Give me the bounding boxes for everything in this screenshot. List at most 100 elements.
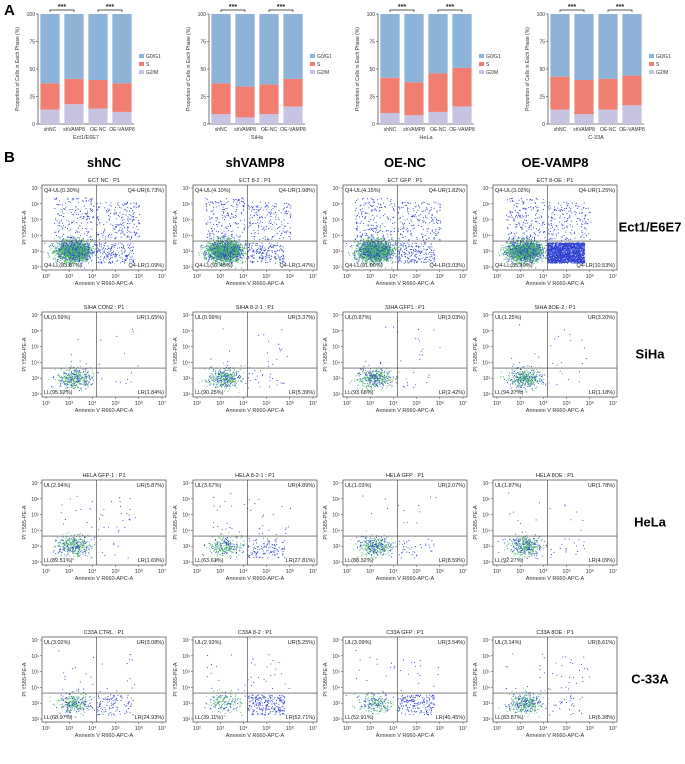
scatter-point bbox=[108, 233, 111, 235]
scatter-point bbox=[113, 243, 115, 245]
scatter-point bbox=[128, 231, 130, 233]
scatter-point bbox=[111, 245, 113, 247]
scatter-point bbox=[219, 256, 221, 258]
scatter-point bbox=[131, 220, 133, 222]
scatter-point bbox=[235, 267, 237, 269]
scatter-point bbox=[213, 253, 215, 255]
scatter-point bbox=[265, 253, 268, 255]
scatter-point bbox=[58, 222, 60, 224]
bar-segment-s bbox=[380, 77, 400, 113]
scatter-point bbox=[221, 247, 223, 249]
bar-segment-g0g1 bbox=[40, 14, 60, 84]
scatter-point bbox=[70, 247, 72, 249]
bar-segment-g2m bbox=[283, 106, 303, 124]
scatter-point bbox=[103, 250, 105, 252]
scatter-point bbox=[110, 250, 112, 252]
scatter-point bbox=[207, 241, 209, 243]
scatter-point bbox=[117, 230, 119, 232]
scatter-point bbox=[121, 228, 123, 230]
scatter-point bbox=[86, 243, 88, 245]
scatter-point bbox=[207, 253, 209, 256]
scatter-point bbox=[80, 262, 82, 264]
scatter-point bbox=[224, 242, 226, 244]
scatter-point bbox=[120, 232, 122, 234]
bar-segment-s bbox=[428, 73, 448, 112]
x-tick-label: OE-NC bbox=[261, 127, 278, 133]
scatter-point bbox=[227, 251, 229, 253]
scatter-point bbox=[126, 237, 128, 239]
scatter-point bbox=[73, 254, 75, 256]
scatter-point bbox=[266, 262, 268, 264]
scatter-point bbox=[231, 241, 233, 243]
scatter-point bbox=[119, 242, 121, 244]
scatter-point bbox=[242, 261, 244, 263]
x-tick-label: OE-NC bbox=[90, 127, 107, 133]
scatter-point bbox=[82, 217, 84, 219]
scatter-point bbox=[233, 253, 235, 255]
y-tick-label: 75 bbox=[200, 40, 206, 46]
scatter-point bbox=[68, 248, 70, 250]
scatter-point bbox=[79, 243, 81, 245]
scatter-point bbox=[85, 255, 87, 257]
scatter-point bbox=[219, 245, 222, 247]
scatter-point bbox=[58, 241, 60, 243]
scatter-point bbox=[123, 251, 126, 253]
scatter-point bbox=[242, 253, 244, 255]
scatter-point bbox=[70, 241, 72, 243]
scatter-point bbox=[116, 232, 118, 234]
scatter-point bbox=[54, 250, 56, 252]
scatter-point bbox=[227, 258, 229, 260]
bar-segment-s bbox=[64, 78, 84, 105]
scatter-point bbox=[260, 248, 262, 250]
scatter-point bbox=[75, 230, 77, 232]
legend-swatch-1 bbox=[479, 62, 484, 66]
scatter-point bbox=[206, 248, 208, 250]
scatter-point bbox=[58, 214, 61, 216]
scatter-point bbox=[69, 234, 71, 236]
scatter-point bbox=[133, 202, 135, 204]
scatter-point bbox=[280, 245, 282, 247]
scatter-point bbox=[75, 260, 78, 263]
scatter-point bbox=[241, 245, 244, 247]
scatter-point bbox=[88, 253, 90, 255]
scatter-point bbox=[137, 236, 139, 238]
scatter-point bbox=[109, 254, 111, 256]
scatter-point bbox=[86, 247, 88, 249]
scatter-point bbox=[115, 218, 117, 220]
scatter-point bbox=[225, 249, 227, 251]
scatter-point bbox=[115, 256, 117, 258]
scatter-point bbox=[240, 249, 242, 251]
scatter-point bbox=[118, 205, 120, 207]
scatter-point bbox=[100, 249, 102, 251]
bar-segment-g0g1 bbox=[404, 14, 424, 83]
scatter-point bbox=[75, 210, 77, 212]
scatter-point bbox=[115, 224, 117, 226]
scatter-point bbox=[49, 244, 52, 247]
bar-segment-g2m bbox=[622, 105, 642, 124]
scatter-point bbox=[234, 259, 236, 261]
scatter-point bbox=[85, 252, 87, 255]
scatter-point bbox=[57, 225, 59, 227]
scatter-point bbox=[212, 243, 214, 245]
scatter-point bbox=[53, 257, 55, 259]
scatter-point bbox=[92, 217, 94, 219]
scatter-point bbox=[137, 229, 139, 231]
scatter-point bbox=[87, 242, 89, 244]
scatter-point bbox=[233, 248, 235, 250]
scatter-point bbox=[56, 203, 58, 205]
legend-label: G0/G1 bbox=[317, 54, 332, 60]
bar-segment-s bbox=[598, 78, 618, 110]
scatter-point bbox=[59, 257, 61, 259]
scatter-point bbox=[80, 260, 83, 262]
scatter-point bbox=[101, 262, 103, 264]
scatter-point bbox=[206, 257, 208, 259]
scatter-point bbox=[281, 249, 283, 251]
scatter-point bbox=[73, 198, 75, 200]
scatter-point bbox=[253, 261, 255, 263]
scatter-point bbox=[65, 242, 67, 244]
scatter-point bbox=[65, 245, 68, 248]
scatter-point bbox=[62, 246, 64, 248]
scatter-point bbox=[118, 216, 120, 218]
scatter-point bbox=[65, 202, 67, 204]
scatter-point bbox=[224, 239, 226, 241]
